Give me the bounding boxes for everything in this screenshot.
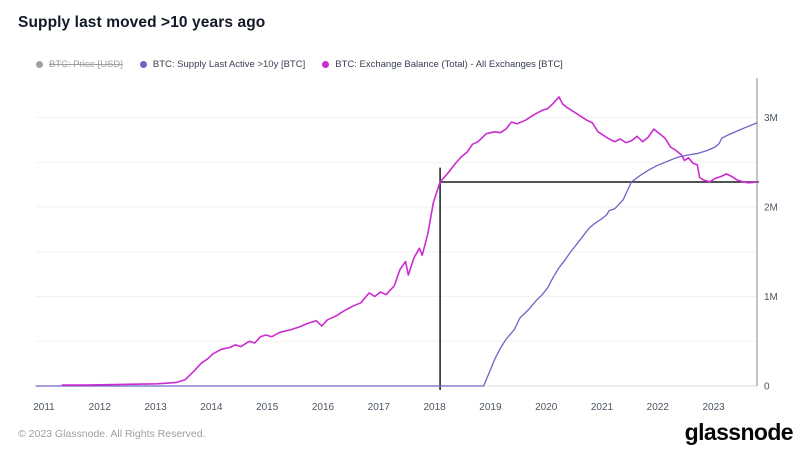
y-tick-label: 1M [764,292,778,303]
x-tick-label: 2019 [479,402,502,413]
x-tick-label: 2013 [144,402,167,413]
x-tick-label: 2020 [535,402,558,413]
x-tick-label: 2014 [200,402,223,413]
y-tick-label: 0 [764,382,770,393]
legend-item-supply[interactable]: BTC: Supply Last Active >10y [BTC] [139,59,306,70]
series-line-supply [35,122,758,387]
x-tick-label: 2011 [33,402,55,413]
series-line-exchange [61,96,758,386]
x-tick-label: 2015 [256,402,279,413]
x-tick-label: 2021 [591,402,614,413]
x-tick-label: 2018 [423,402,446,413]
legend-item-exchange[interactable]: BTC: Exchange Balance (Total) - All Exch… [322,59,563,70]
page-title: Supply last moved >10 years ago [18,14,266,31]
copyright-text: © 2023 Glassnode. All Rights Reserved. [18,428,206,440]
legend-dot-icon [322,61,330,68]
legend-item-price[interactable]: BTC: Price [USD] [36,59,123,70]
legend-item-label: BTC: Price [USD] [49,59,123,70]
y-tick-label: 2M [764,203,778,214]
legend-dot-icon [139,61,147,68]
glassnode-logo: glassnode [684,419,794,445]
legend-dot-icon [36,61,43,68]
y-tick-label: 3M [764,113,778,124]
x-tick-label: 2012 [89,402,112,413]
x-tick-label: 2016 [312,402,335,413]
legend-item-label: BTC: Exchange Balance (Total) - All Exch… [335,59,563,70]
x-tick-label: 2023 [702,402,725,413]
x-tick-label: 2022 [647,402,670,413]
legend-item-label: BTC: Supply Last Active >10y [BTC] [152,59,306,70]
chart-legend: BTC: Price [USD] BTC: Supply Last Active … [36,59,563,70]
x-tick-label: 2017 [368,402,391,413]
